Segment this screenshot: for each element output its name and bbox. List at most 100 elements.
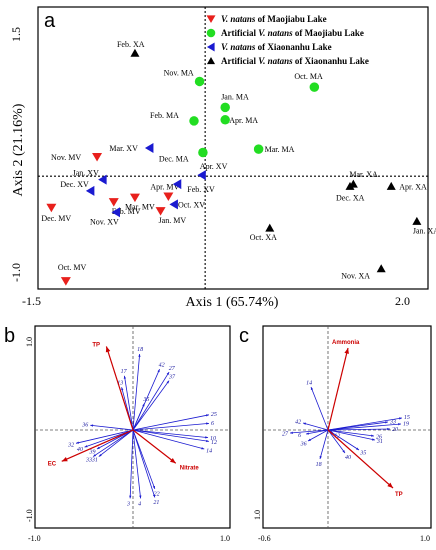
point-xv-3 (111, 207, 120, 218)
point-label: Feb. MA (150, 111, 179, 120)
species-label: 31 (376, 439, 383, 445)
species-label: 12 (334, 434, 340, 440)
species-label: 14 (206, 447, 212, 454)
c-x-tick-min: -0.6 (258, 534, 271, 543)
species-label: 35 (142, 397, 149, 403)
env-label: Nitrate (180, 465, 200, 471)
species-label: 27 (169, 366, 176, 372)
species-label: 27 (282, 431, 289, 437)
species-label: 22 (154, 492, 160, 498)
point-label: Feb. XA (117, 40, 145, 49)
point-label: Oct. XV (178, 200, 205, 209)
species-vector-19: 19 (327, 422, 409, 431)
species-vector-22: 22 (132, 429, 160, 498)
y-tick-min: -1.0 (9, 263, 23, 282)
species-label: 37 (168, 375, 176, 381)
species-label: 4 (138, 500, 141, 507)
species-vector-42: 42 (295, 419, 329, 431)
point-label: Jan. MA (221, 92, 249, 101)
panel-a-label: a (44, 10, 56, 32)
point-label: Jan. MV (159, 216, 187, 225)
b-y-tick-max: 1.0 (25, 337, 34, 347)
species-label: 39 (88, 449, 95, 455)
env-label: EC (48, 461, 57, 467)
point-ma-5 (253, 144, 264, 154)
species-label: 12 (211, 440, 217, 446)
b-x-tick-max: 1.0 (220, 534, 230, 543)
species-vector-21: 21 (132, 429, 159, 506)
legend-marker-0 (206, 15, 216, 24)
env-vector-tp: TP (92, 342, 134, 431)
point-ma-3 (189, 116, 199, 126)
point-label: Apr. XA (399, 182, 427, 191)
species-vector-10: 10 (132, 429, 216, 442)
species-vector-12: 12 (132, 429, 217, 446)
b-y-tick-min: -1.0 (25, 509, 34, 522)
point-xv-0 (144, 143, 154, 153)
point-xa-4 (265, 223, 275, 232)
point-label: Dec. XV (60, 180, 89, 189)
point-xa-6 (376, 264, 386, 273)
species-vector-14: 14 (132, 429, 212, 454)
species-label: 20 (392, 427, 398, 433)
point-label: Nov. XA (341, 272, 370, 281)
species-label: 42 (159, 362, 165, 369)
species-vector-37: 37 (132, 375, 176, 431)
species-label: 21 (153, 500, 159, 506)
env-label: Ammonia (332, 340, 360, 346)
species-label: 33 (85, 457, 92, 463)
env-vector-ec: EC (48, 429, 134, 467)
species-label: 3 (126, 501, 130, 507)
species-label: 40 (345, 454, 351, 461)
panel-a-frame (37, 6, 429, 290)
species-vector-40: 40 (327, 429, 351, 461)
point-label: Apr. MA (229, 116, 258, 125)
legend-marker-2 (206, 42, 215, 52)
point-label: Nov. MA (164, 68, 194, 77)
species-label: 36 (81, 423, 88, 429)
legend-entry-1: Artificial V. natans of Maojiabu Lake (221, 28, 364, 38)
point-xv-2 (85, 185, 95, 196)
species-vector-27: 27 (132, 366, 176, 431)
point-label: Mar. XA (349, 170, 378, 179)
panel-a-legend: V. natans of Maojiabu Lake Artificial V. … (206, 14, 369, 66)
c-y-tick-max: 1.0 (253, 510, 262, 520)
b-x-tick-min: -1.0 (28, 534, 41, 543)
x-tick-min: -1.5 (22, 294, 41, 308)
species-vector-18: 18 (132, 347, 143, 431)
legend-entry-2: V. natans of Xiaonanhu Lake (221, 42, 332, 52)
point-label: Jan. XA (413, 226, 436, 235)
species-vector-6: 6 (132, 421, 214, 431)
point-xa-2 (345, 181, 355, 190)
species-label: 15 (404, 415, 410, 421)
species-vector-33: 33 (85, 429, 134, 463)
species-label: 6 (298, 433, 301, 439)
point-label: Feb. XV (187, 185, 215, 194)
x-axis-label: Axis 1 (65.74%) (186, 295, 279, 310)
y-tick-max: 1.5 (9, 27, 23, 42)
point-ma-6 (198, 147, 208, 158)
point-label: Apr. XV (200, 162, 228, 171)
point-label: Mar. MV (125, 203, 155, 212)
species-label: 36 (300, 441, 307, 447)
legend-marker-1 (206, 28, 216, 38)
panel-c-label: c (239, 325, 249, 347)
point-label: Jan. XV (73, 169, 99, 178)
env-label: TP (395, 492, 403, 498)
species-label: 17 (121, 369, 128, 375)
point-xv-6 (169, 199, 178, 210)
species-vector-20: 20 (327, 427, 398, 433)
panel-b-frame (34, 325, 231, 529)
point-ma-4 (220, 115, 230, 125)
species-label: 31 (91, 458, 98, 464)
point-label: Dec. XA (336, 193, 365, 202)
species-label: 35 (359, 451, 366, 457)
species-vector-35: 35 (327, 429, 366, 457)
panel-a-axes (38, 7, 428, 289)
env-label: TP (92, 342, 100, 348)
env-vector-nitrate: Nitrate (132, 429, 200, 471)
point-xa-3 (386, 181, 396, 190)
point-label: Mar. MA (265, 145, 295, 154)
species-vector-6: 6 (298, 429, 329, 439)
